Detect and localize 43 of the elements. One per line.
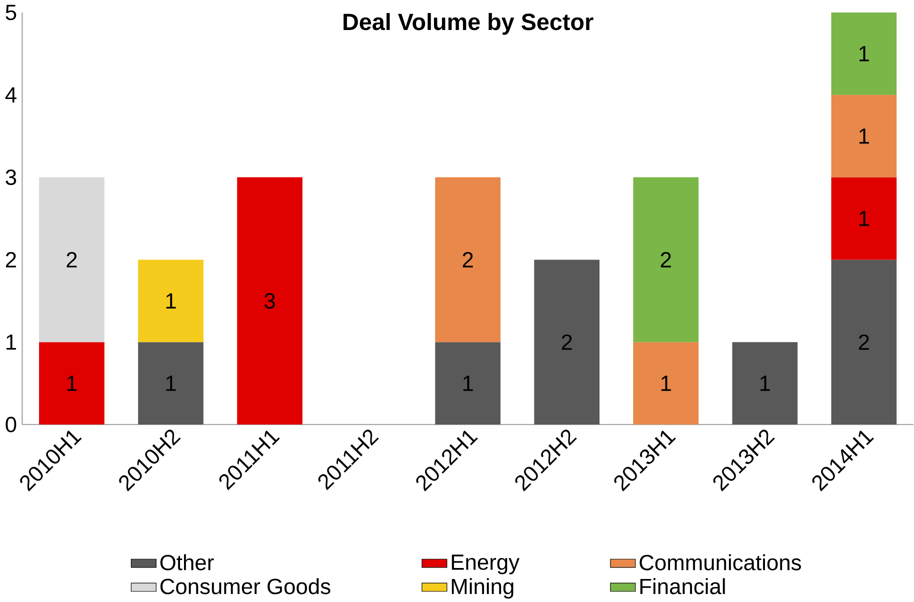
bar [633,177,699,342]
data-label: 1 [463,376,473,391]
bar [831,12,897,95]
data-label: 2 [66,252,77,268]
bar [534,260,600,424]
bar [831,177,897,260]
data-label: 2 [858,334,869,350]
data-label: 1 [661,376,671,391]
chart-title: Deal Volume by Sector [344,12,594,35]
legend-label: Financial [640,578,725,594]
bar [39,177,104,342]
bar [435,342,500,424]
data-label: 2 [562,334,572,350]
y-tick-label: 4 [5,87,16,102]
data-label: 3 [264,293,275,309]
data-label: 1 [859,46,869,62]
bar [237,177,302,424]
y-tick-label: 5 [6,4,16,20]
data-label: 1 [859,128,869,144]
legend-label: Consumer Goods [160,578,330,594]
data-label: 2 [462,252,473,268]
data-label: 1 [760,376,770,391]
y-tick-label: 3 [6,170,16,186]
legend-label: Mining [452,578,514,599]
bar [831,260,897,424]
bar [633,342,699,424]
data-label: 1 [166,293,176,308]
data-label: 1 [859,210,869,226]
legend-label: Energy [452,554,520,574]
data-label: 2 [660,252,671,268]
legend-label: Other [160,554,214,570]
data-label: 1 [166,376,176,391]
y-tick-label: 1 [6,334,16,350]
bar [138,260,204,342]
data-label: 1 [67,376,77,391]
y-tick-label: 0 [6,416,16,432]
bar [39,342,104,424]
bar [831,94,897,178]
bar [435,177,500,342]
legend-label: Communications [640,554,801,570]
bar [732,342,798,424]
y-tick-label: 2 [6,252,16,268]
bar [138,342,204,424]
